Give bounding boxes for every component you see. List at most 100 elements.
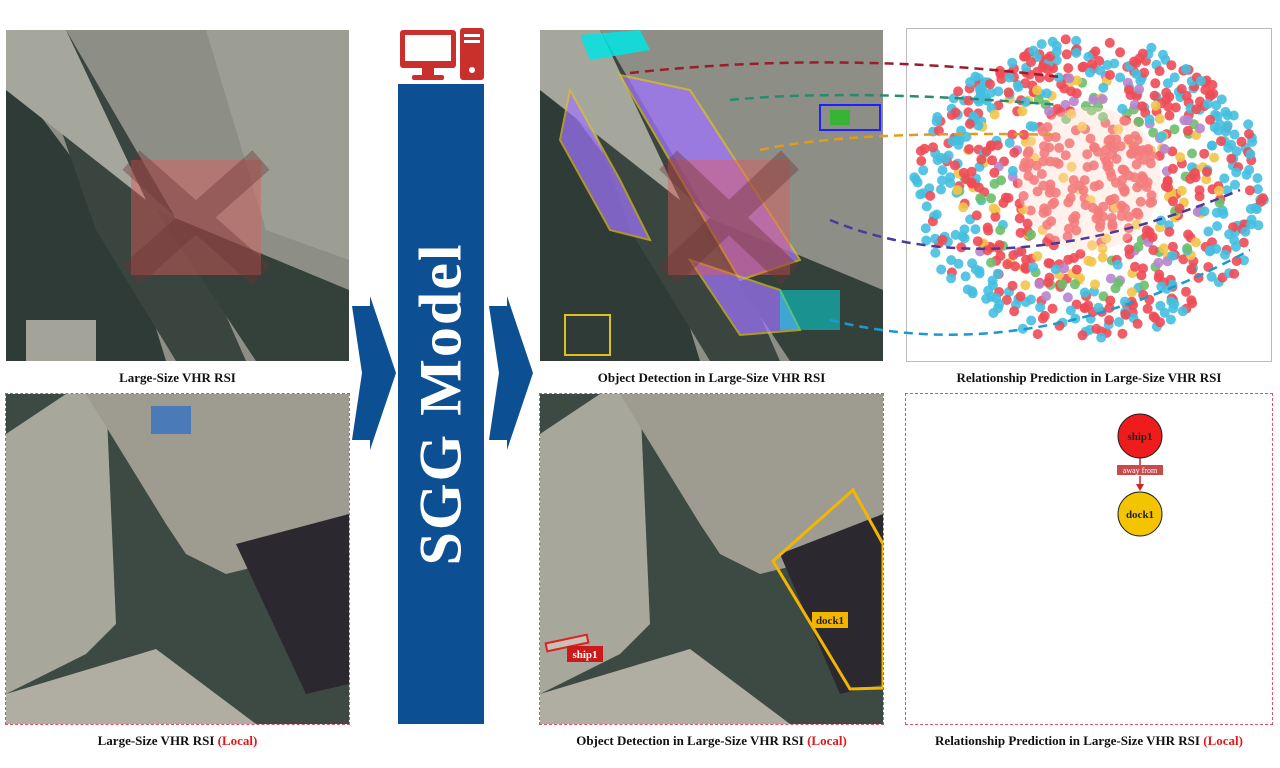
arrow-right-1 [352, 296, 396, 450]
graph-dot [1206, 271, 1217, 282]
graph-dot [950, 107, 961, 118]
graph-dot [1090, 46, 1101, 57]
graph-dot [937, 175, 947, 186]
graph-dot [1231, 167, 1242, 178]
graph-dot [1169, 124, 1180, 135]
graph-dot [956, 242, 967, 253]
graph-dot [937, 165, 948, 176]
graph-dot [958, 202, 969, 213]
graph-dot [1142, 303, 1153, 314]
graph-dot [1009, 147, 1020, 158]
graph-dot [985, 79, 995, 90]
graph-dot [1098, 112, 1108, 122]
graph-dot [1190, 168, 1200, 178]
graph-dot [958, 167, 969, 178]
graph-dot [1195, 123, 1205, 134]
graph-dot [1144, 114, 1155, 125]
graph-dot [1193, 272, 1204, 283]
graph-dot [1066, 109, 1077, 119]
graph-dot [946, 273, 957, 284]
graph-dot [1097, 94, 1108, 105]
graph-dot [1245, 219, 1256, 230]
graph-dot [1203, 262, 1214, 272]
graph-dot [1122, 77, 1133, 88]
graph-dot [1071, 88, 1082, 99]
graph-dot [1077, 62, 1088, 73]
graph-dot [988, 203, 999, 214]
graph-dot [1236, 136, 1247, 147]
graph-dot [1244, 128, 1254, 139]
graph-dot [1088, 94, 1099, 105]
graph-dot [1035, 302, 1046, 313]
graph-dot [1159, 144, 1170, 154]
graph-dot [1159, 307, 1170, 318]
graph-dot [1148, 127, 1159, 138]
graph-dot [980, 93, 991, 104]
node-ship1-label: ship1 [1127, 431, 1152, 443]
graph-dot [1115, 47, 1126, 58]
graph-dot [1199, 206, 1210, 217]
graph-dot [1071, 35, 1082, 46]
graph-dot [1202, 99, 1213, 109]
graph-dot [1162, 78, 1173, 89]
graph-dot [1164, 226, 1175, 237]
graph-dot [1133, 241, 1144, 252]
graph-dot [1149, 90, 1160, 101]
graph-dot [1096, 332, 1107, 343]
graph-dot [1182, 243, 1193, 254]
graph-dot [1007, 165, 1018, 176]
graph-dot [1129, 56, 1140, 67]
graph-dot [977, 84, 988, 95]
graph-dot [1063, 63, 1074, 74]
graph-dot [1194, 185, 1205, 196]
graph-dot [962, 284, 973, 295]
graph-dot [1220, 249, 1230, 260]
graph-dot [994, 240, 1005, 250]
graph-dot [1214, 185, 1224, 196]
sgg-model-label: SGG Model [407, 242, 474, 566]
graph-dot [1137, 101, 1147, 112]
graph-dot [1123, 134, 1134, 145]
graph-dot [1082, 149, 1093, 160]
graph-dot [1026, 315, 1037, 326]
graph-dot [1032, 329, 1043, 340]
graph-dot [1187, 148, 1197, 159]
graph-dot [1093, 302, 1104, 313]
graph-dot [964, 144, 975, 155]
graph-dot [1119, 296, 1130, 307]
graph-dot [1252, 173, 1263, 184]
graph-dot [1010, 261, 1021, 272]
graph-dot [930, 247, 941, 258]
graph-dot [1209, 152, 1220, 163]
graph-dot [1200, 84, 1211, 95]
graph-dot [1114, 317, 1124, 327]
graph-dot [1182, 115, 1193, 126]
graph-dot [921, 235, 932, 246]
graph-dot [1102, 161, 1113, 172]
graph-dot [1240, 226, 1251, 237]
graph-dot [1077, 330, 1088, 341]
graph-dot [989, 167, 1000, 178]
graph-dot [1134, 84, 1145, 95]
graph-dot [1086, 256, 1097, 267]
graph-dot [1131, 159, 1142, 170]
detection-local-tag: (Local) [807, 733, 847, 748]
graph-dot [950, 160, 960, 171]
input-global-caption-text: Large-Size VHR RSI [119, 370, 236, 385]
graph-dot [1017, 323, 1028, 334]
graph-dot [1207, 79, 1218, 90]
graph-dot [1017, 106, 1028, 117]
relation-local-tag: (Local) [1203, 733, 1243, 748]
input-global-image [6, 30, 349, 361]
graph-dot [916, 156, 927, 166]
graph-dot [1150, 78, 1161, 89]
graph-dot [1170, 102, 1181, 113]
graph-dot [1174, 203, 1185, 214]
graph-dot [1154, 66, 1165, 77]
graph-dot [1095, 65, 1106, 76]
graph-dot [1229, 268, 1240, 279]
graph-dot [1195, 75, 1206, 86]
graph-dot [1219, 173, 1230, 184]
graph-dot [1134, 117, 1144, 127]
graph-dot [1176, 185, 1187, 196]
